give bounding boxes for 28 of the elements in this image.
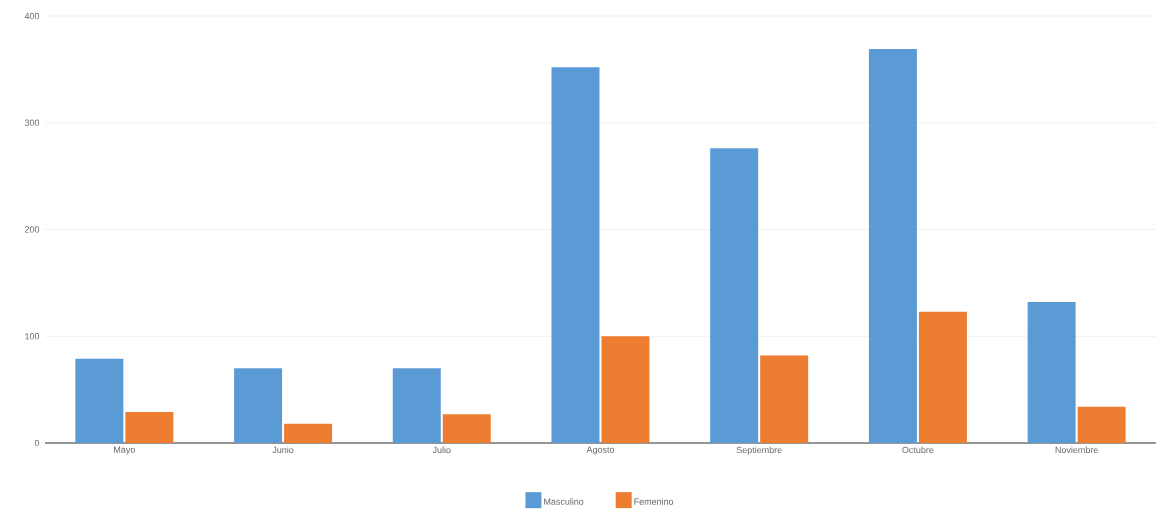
bar — [760, 355, 809, 443]
bar — [125, 412, 174, 443]
legend-label: Femenino — [634, 498, 674, 505]
bar — [918, 311, 967, 443]
bar — [392, 368, 441, 443]
bar — [234, 368, 283, 443]
y-tick-label: 100 — [25, 333, 40, 340]
y-tick-label: 300 — [24, 119, 40, 126]
bar — [601, 336, 650, 443]
x-tick-label: Noviembre — [1055, 446, 1098, 454]
x-tick-label: Junio — [272, 446, 294, 454]
x-tick-label: Mayo — [114, 446, 135, 455]
y-tick-label: 400 — [24, 12, 40, 20]
bar — [284, 423, 333, 443]
y-tick-label: 0 — [34, 439, 40, 447]
bar — [1027, 302, 1076, 443]
bar — [868, 49, 917, 443]
y-tick-label: 200 — [24, 226, 40, 233]
bar — [75, 358, 124, 443]
x-tick-label: Julio — [432, 446, 451, 454]
x-tick-label: Octubre — [902, 446, 934, 454]
bar — [710, 148, 759, 443]
bar — [551, 67, 600, 443]
legend-label: Masculino — [544, 498, 584, 505]
x-tick-label: Septiembre — [736, 446, 782, 455]
bar — [442, 414, 491, 443]
bar — [1077, 406, 1126, 443]
x-tick-label: Agosto — [586, 446, 615, 455]
